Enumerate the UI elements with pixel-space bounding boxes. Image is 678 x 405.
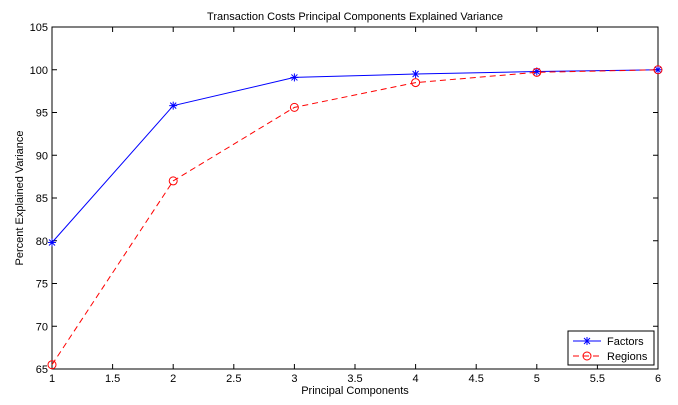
legend: Factors Regions xyxy=(567,330,655,366)
x-tick-label: 5.5 xyxy=(590,373,605,385)
x-tick-label: 3.5 xyxy=(347,373,362,385)
legend-label-factors: Factors xyxy=(607,336,644,348)
data-point-regions xyxy=(168,176,178,186)
data-point-factors xyxy=(290,73,299,82)
data-point-regions xyxy=(532,67,542,77)
x-tick-label: 3 xyxy=(291,373,297,385)
y-tick-label: 75 xyxy=(36,279,48,291)
series-line-regions xyxy=(51,69,659,365)
data-point-factors xyxy=(169,101,178,110)
data-point-regions xyxy=(411,78,421,88)
x-tick-label: 4 xyxy=(413,373,419,385)
series-line-factors xyxy=(51,69,659,243)
data-point-factors xyxy=(411,70,420,79)
legend-marker-factors xyxy=(583,337,591,345)
data-point-regions xyxy=(653,65,663,75)
x-tick-label: 2 xyxy=(170,373,176,385)
y-tick-label: 105 xyxy=(30,22,48,34)
legend-marker-regions xyxy=(582,351,592,361)
x-tick-label: 1 xyxy=(49,373,55,385)
x-tick-label: 4.5 xyxy=(469,373,484,385)
series-layer xyxy=(47,65,663,370)
y-axis-title: Percent Explained Variance xyxy=(14,131,26,266)
plot-area xyxy=(51,26,659,370)
y-tick-label: 90 xyxy=(36,150,48,162)
x-tick-label: 6 xyxy=(655,373,661,385)
y-tick-label: 65 xyxy=(36,364,48,376)
y-tick-label: 80 xyxy=(36,236,48,248)
y-tick-label: 95 xyxy=(36,108,48,120)
y-tick-label: 70 xyxy=(36,321,48,333)
x-tick-label: 2.5 xyxy=(226,373,241,385)
x-axis-ticks: 1 1.5 2 2.5 3 3.5 4 4.5 5 5.5 6 xyxy=(49,27,661,385)
x-tick-label: 1.5 xyxy=(105,373,120,385)
y-tick-label: 85 xyxy=(36,193,48,205)
data-point-factors xyxy=(48,238,56,247)
x-tick-label: 5 xyxy=(534,373,540,385)
data-point-regions xyxy=(47,360,57,370)
x-axis-title: Principal Components xyxy=(301,385,409,397)
y-tick-label: 100 xyxy=(30,65,48,77)
legend-box xyxy=(567,330,655,366)
data-point-regions xyxy=(289,102,299,112)
chart-title: Transaction Costs Principal Components E… xyxy=(207,11,503,23)
y-axis-ticks: 65 70 75 80 85 90 95 100 105 xyxy=(30,22,658,376)
legend-label-regions: Regions xyxy=(607,351,648,363)
